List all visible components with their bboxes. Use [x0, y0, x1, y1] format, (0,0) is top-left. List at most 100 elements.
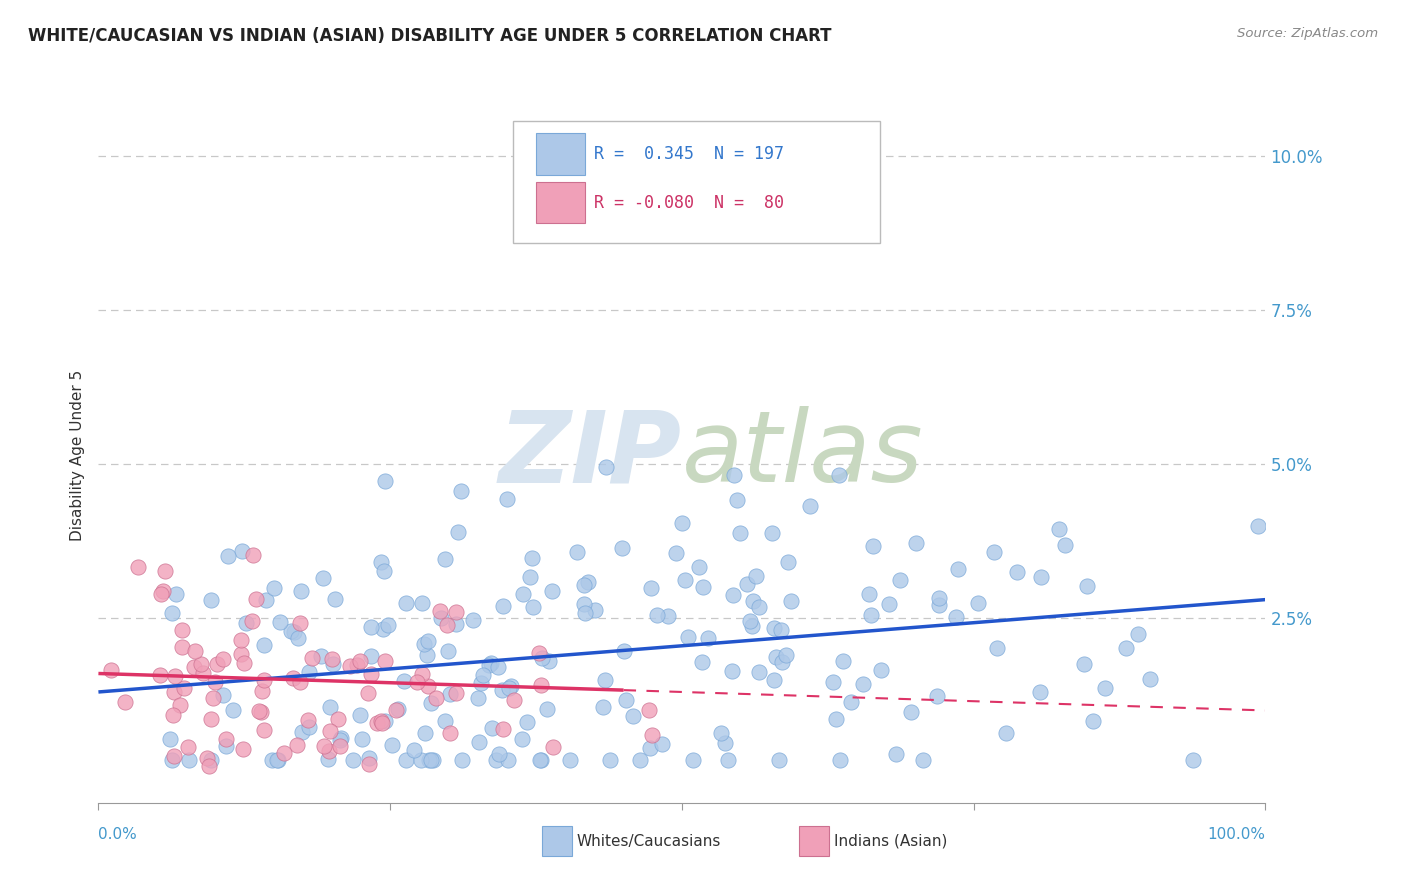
Point	[496, 492, 519, 507]
Point	[1076, 579, 1098, 593]
Point	[322, 657, 344, 671]
Point	[727, 493, 749, 508]
Point	[222, 702, 245, 716]
Text: Source: ZipAtlas.com: Source: ZipAtlas.com	[1237, 27, 1378, 40]
Point	[229, 632, 252, 647]
Point	[360, 648, 382, 663]
Point	[436, 617, 458, 632]
Point	[215, 739, 238, 754]
Point	[430, 611, 453, 625]
Point	[422, 753, 444, 767]
Point	[204, 675, 226, 690]
Point	[162, 708, 184, 723]
Text: WHITE/CAUCASIAN VS INDIAN (ASIAN) DISABILITY AGE UNDER 5 CORRELATION CHART: WHITE/CAUCASIAN VS INDIAN (ASIAN) DISABI…	[28, 27, 831, 45]
Point	[412, 636, 434, 650]
Point	[1115, 641, 1137, 656]
Point	[371, 623, 394, 637]
Point	[330, 731, 353, 745]
Point	[641, 728, 664, 742]
Point	[200, 712, 222, 726]
Point	[576, 575, 599, 590]
Point	[593, 673, 616, 687]
Point	[163, 748, 186, 763]
Point	[170, 640, 193, 654]
Point	[444, 616, 467, 631]
Point	[240, 614, 263, 628]
Point	[714, 736, 737, 750]
Point	[927, 690, 949, 704]
Text: 0.0%: 0.0%	[98, 827, 138, 842]
Point	[211, 688, 233, 702]
Point	[905, 536, 928, 550]
Point	[266, 753, 288, 767]
Y-axis label: Disability Age Under 5: Disability Age Under 5	[69, 369, 84, 541]
Point	[326, 712, 349, 726]
Point	[613, 644, 636, 658]
Point	[444, 686, 467, 700]
Point	[253, 673, 276, 687]
Point	[481, 721, 503, 735]
FancyBboxPatch shape	[536, 134, 585, 175]
Point	[385, 703, 408, 717]
Point	[467, 691, 489, 706]
Point	[572, 597, 595, 611]
Point	[217, 549, 239, 563]
Point	[165, 587, 187, 601]
Point	[682, 753, 704, 767]
Point	[912, 753, 935, 767]
Point	[721, 665, 744, 679]
Point	[748, 665, 770, 679]
Point	[418, 634, 440, 648]
Point	[288, 674, 311, 689]
Point	[986, 640, 1008, 655]
Point	[263, 581, 285, 595]
Point	[983, 544, 1005, 558]
Point	[748, 600, 770, 615]
Point	[637, 703, 659, 717]
Point	[406, 675, 429, 690]
Point	[173, 681, 195, 695]
Point	[159, 732, 181, 747]
Point	[516, 714, 538, 729]
Point	[478, 657, 501, 672]
Point	[418, 753, 440, 767]
Point	[574, 606, 596, 620]
Point	[498, 681, 520, 696]
Point	[697, 631, 720, 645]
Point	[690, 656, 713, 670]
Point	[418, 679, 440, 693]
Point	[153, 565, 176, 579]
Point	[419, 696, 441, 710]
Point	[673, 573, 696, 587]
Point	[541, 740, 564, 755]
Point	[839, 695, 862, 709]
Point	[160, 606, 183, 620]
Point	[374, 714, 396, 729]
Text: 100.0%: 100.0%	[1208, 827, 1265, 842]
Point	[370, 555, 392, 569]
Point	[319, 700, 342, 714]
Point	[160, 753, 183, 767]
Point	[291, 725, 314, 739]
Point	[828, 468, 851, 483]
Point	[342, 753, 364, 767]
Point	[503, 693, 526, 707]
Point	[1139, 672, 1161, 686]
Point	[825, 712, 848, 726]
Point	[884, 747, 907, 761]
Point	[692, 580, 714, 594]
Point	[212, 652, 235, 666]
Point	[114, 695, 136, 709]
Point	[245, 592, 267, 607]
Point	[325, 591, 347, 606]
Point	[163, 685, 186, 699]
Point	[371, 716, 394, 731]
Point	[249, 704, 271, 718]
Point	[671, 516, 693, 530]
Point	[717, 753, 740, 767]
Point	[195, 750, 218, 764]
Point	[688, 559, 710, 574]
Text: Whites/Caucasians: Whites/Caucasians	[576, 833, 721, 848]
Point	[283, 625, 305, 640]
Point	[512, 587, 534, 601]
